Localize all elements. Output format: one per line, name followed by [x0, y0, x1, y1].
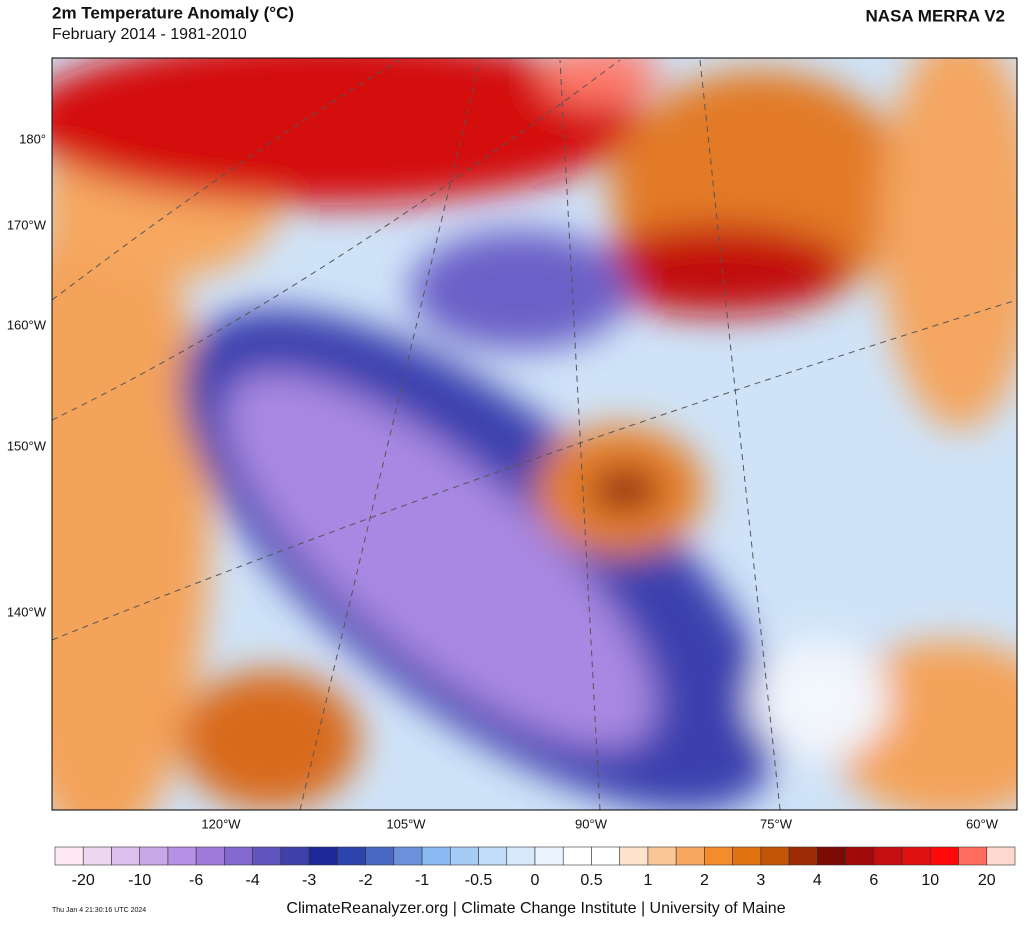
colorbar-swatch: [647, 846, 677, 866]
colorbar-swatch: [958, 846, 988, 866]
lon-label: 105°W: [386, 816, 426, 831]
colorbar-swatch: [873, 846, 903, 866]
lon-label: 75°W: [760, 816, 793, 831]
colorbar-swatch: [845, 846, 875, 866]
colorbar-swatch: [280, 846, 310, 866]
lat-labels: 180° 170°W 160°W 150°W 140°W: [7, 131, 47, 619]
colorbar-swatch: [478, 846, 508, 866]
colorbar-label: 6: [869, 872, 878, 889]
lon-label: 60°W: [966, 816, 999, 831]
colorbar-swatch: [732, 846, 762, 866]
colorbar-label: 0: [531, 872, 540, 889]
colorbar-swatch: [534, 846, 564, 866]
colorbar-swatch: [675, 846, 705, 866]
source: NASA MERRA V2: [866, 6, 1005, 25]
colorbar-swatch: [421, 846, 451, 866]
colorbar-label: -1: [415, 872, 429, 889]
colorbar-swatch: [365, 846, 395, 866]
colorbar-swatch: [929, 846, 959, 866]
colorbar-swatch: [591, 846, 621, 866]
colorbar-label: -3: [302, 872, 316, 889]
lat-label: 140°W: [7, 604, 47, 619]
lon-label: 90°W: [575, 816, 608, 831]
subtitle: February 2014 - 1981-2010: [52, 26, 247, 43]
colorbar-label: -4: [246, 872, 260, 889]
colorbar-swatch: [562, 846, 592, 866]
colorbar-swatch: [111, 846, 141, 866]
title: 2m Temperature Anomaly (°C): [52, 3, 294, 22]
colorbar-label: 2: [700, 872, 709, 889]
colorbar: -20 -10 -6 -4 -3 -2 -1 -0.5 0 0.5 1 2 3 4 6 10 20: [54, 846, 1016, 889]
timestamp: Thu Jan 4 21:30:16 UTC 2024: [52, 907, 146, 914]
map: [52, 58, 1017, 810]
colorbar-label: -2: [358, 872, 372, 889]
colorbar-label: 10: [921, 872, 939, 889]
colorbar-label: -0.5: [465, 872, 493, 889]
colorbar-swatch: [901, 846, 931, 866]
colorbar-swatch: [337, 846, 366, 866]
colorbar-swatch: [817, 846, 846, 866]
colorbar-swatch: [224, 846, 253, 866]
colorbar-swatch: [449, 846, 479, 866]
colorbar-label: -6: [189, 872, 203, 889]
colorbar-label: 3: [756, 872, 765, 889]
map-frame: [51, 57, 1018, 811]
colorbar-swatch: [393, 846, 423, 866]
lat-label: 160°W: [7, 317, 47, 332]
colorbar-swatch: [788, 846, 818, 866]
colorbar-swatch: [167, 846, 197, 866]
colorbar-swatch: [986, 846, 1016, 866]
colorbar-swatch: [82, 846, 112, 866]
colorbar-swatch: [139, 846, 169, 866]
colorbar-swatch: [760, 846, 790, 866]
colorbar-swatch: [195, 846, 225, 866]
colorbar-label: -20: [72, 872, 95, 889]
colorbar-label: -10: [128, 872, 151, 889]
colorbar-swatch: [252, 846, 282, 866]
colorbar-swatch: [308, 846, 338, 866]
colorbar-swatch: [54, 846, 84, 866]
colorbar-label: 20: [978, 872, 996, 889]
lat-label: 180°: [19, 131, 46, 146]
lon-label: 120°W: [201, 816, 241, 831]
lon-labels: 120°W 105°W 90°W 75°W 60°W: [201, 816, 998, 831]
colorbar-label: 4: [813, 872, 822, 889]
colorbar-swatch: [619, 846, 649, 866]
colorbar-swatch: [704, 846, 733, 866]
lat-label: 170°W: [7, 217, 47, 232]
colorbar-swatch: [506, 846, 536, 866]
colorbar-label: 0.5: [580, 872, 602, 889]
lat-label: 150°W: [7, 438, 47, 453]
credit: ClimateReanalyzer.org | Climate Change I…: [286, 900, 785, 917]
colorbar-label: 1: [643, 872, 652, 889]
